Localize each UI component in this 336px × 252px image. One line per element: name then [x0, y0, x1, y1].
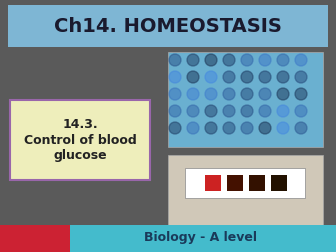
Circle shape — [205, 54, 217, 66]
Circle shape — [187, 105, 199, 117]
Circle shape — [187, 54, 199, 66]
Circle shape — [259, 88, 271, 100]
Text: Biology - A level: Biology - A level — [143, 232, 256, 244]
Circle shape — [295, 54, 307, 66]
Circle shape — [187, 88, 199, 100]
Circle shape — [277, 71, 289, 83]
Bar — [168, 155, 323, 240]
Bar — [10, 100, 150, 180]
Circle shape — [277, 54, 289, 66]
Circle shape — [223, 122, 235, 134]
Circle shape — [277, 105, 289, 117]
Circle shape — [169, 122, 181, 134]
Circle shape — [223, 88, 235, 100]
Bar — [168, 52, 323, 147]
Circle shape — [169, 88, 181, 100]
Circle shape — [241, 105, 253, 117]
Circle shape — [277, 122, 289, 134]
Circle shape — [169, 54, 181, 66]
Circle shape — [169, 71, 181, 83]
Circle shape — [295, 88, 307, 100]
Circle shape — [241, 88, 253, 100]
Circle shape — [205, 122, 217, 134]
Bar — [0, 225, 70, 252]
Circle shape — [223, 54, 235, 66]
Circle shape — [241, 54, 253, 66]
Circle shape — [241, 71, 253, 83]
Bar — [8, 5, 328, 47]
Circle shape — [295, 71, 307, 83]
Circle shape — [223, 71, 235, 83]
Bar — [205, 175, 221, 191]
Text: Ch14. HOMEOSTASIS: Ch14. HOMEOSTASIS — [54, 17, 282, 37]
Bar — [249, 175, 265, 191]
Circle shape — [277, 88, 289, 100]
Circle shape — [187, 122, 199, 134]
Text: 14.3.
Control of blood
glucose: 14.3. Control of blood glucose — [24, 118, 136, 162]
Circle shape — [241, 122, 253, 134]
Circle shape — [223, 105, 235, 117]
Bar — [271, 175, 287, 191]
Circle shape — [205, 88, 217, 100]
Circle shape — [259, 71, 271, 83]
Circle shape — [205, 71, 217, 83]
Circle shape — [295, 105, 307, 117]
Bar — [227, 175, 243, 191]
Bar — [70, 225, 336, 252]
Circle shape — [295, 122, 307, 134]
Bar — [185, 168, 305, 198]
Circle shape — [259, 105, 271, 117]
Circle shape — [169, 105, 181, 117]
Circle shape — [205, 105, 217, 117]
Circle shape — [187, 71, 199, 83]
Circle shape — [259, 122, 271, 134]
Circle shape — [259, 54, 271, 66]
